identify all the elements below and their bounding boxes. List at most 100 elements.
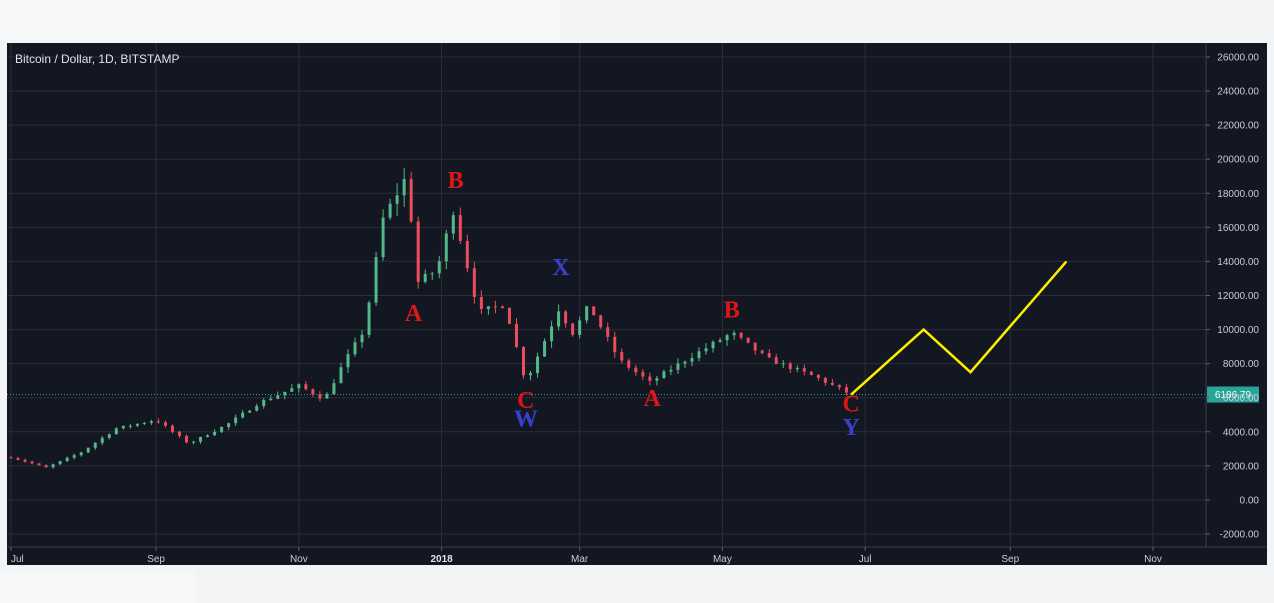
candle-body bbox=[844, 387, 848, 393]
x-tick-label: May bbox=[713, 554, 732, 565]
candle-body bbox=[529, 373, 533, 376]
candle-body bbox=[704, 348, 708, 352]
y-tick-label: 0.00 bbox=[1240, 495, 1260, 506]
candle-body bbox=[262, 399, 266, 407]
x-tick-label: Mar bbox=[571, 554, 589, 565]
candle-body bbox=[114, 428, 118, 435]
candle-body bbox=[142, 422, 146, 424]
candle-body bbox=[585, 306, 589, 321]
candle-body bbox=[465, 240, 469, 269]
candle-body bbox=[458, 215, 462, 241]
candle-body bbox=[121, 425, 125, 429]
candle-body bbox=[486, 306, 490, 310]
candle-body bbox=[163, 422, 167, 426]
candle-body bbox=[493, 306, 497, 308]
y-tick-label: 16000.00 bbox=[1217, 223, 1259, 234]
candle-body bbox=[86, 447, 90, 453]
candle-body bbox=[199, 437, 203, 442]
y-tick-label: 2000.00 bbox=[1223, 461, 1260, 472]
candle-body bbox=[297, 384, 301, 389]
candle-body bbox=[58, 461, 62, 465]
candle-body bbox=[402, 179, 406, 196]
y-tick-label: 14000.00 bbox=[1217, 257, 1259, 268]
candle-body bbox=[578, 320, 582, 335]
x-tick-label: 2018 bbox=[430, 554, 453, 565]
candle-body bbox=[283, 391, 287, 396]
candle-body bbox=[571, 323, 575, 335]
candle-body bbox=[823, 377, 827, 383]
candle-body bbox=[683, 361, 687, 364]
candle-body bbox=[479, 297, 483, 310]
wave-label-x: X bbox=[552, 255, 570, 281]
candle-body bbox=[788, 363, 792, 370]
wave-label-a: A bbox=[644, 386, 662, 412]
candle-body bbox=[564, 311, 568, 324]
cropped-header-area bbox=[0, 0, 560, 40]
candle-body bbox=[536, 356, 540, 374]
wave-label-w: W bbox=[514, 407, 538, 433]
candle-body bbox=[177, 431, 181, 436]
candle-body bbox=[437, 261, 441, 274]
candle-body bbox=[276, 395, 280, 399]
wave-label-y: Y bbox=[842, 415, 859, 441]
y-tick-label: 8000.00 bbox=[1223, 359, 1260, 370]
candle-body bbox=[613, 336, 617, 353]
candle-body bbox=[227, 423, 231, 427]
candle-body bbox=[662, 371, 666, 379]
candle-body bbox=[135, 423, 139, 426]
current-price-line: 6186.79 bbox=[7, 386, 1259, 403]
y-tick-label: 20000.00 bbox=[1217, 155, 1259, 166]
candle-body bbox=[781, 363, 785, 365]
candle-body bbox=[23, 459, 27, 462]
y-axis[interactable]: 26000.00 24000.00 22000.00 20000.00 18000.00… bbox=[7, 43, 1267, 548]
candle-body bbox=[100, 437, 104, 443]
candle-body bbox=[339, 367, 343, 384]
candle-body bbox=[234, 417, 238, 424]
candle-body bbox=[830, 382, 834, 385]
candle-body bbox=[367, 302, 371, 335]
candle-body bbox=[332, 383, 336, 395]
x-axis[interactable]: Jul Sep Nov 2018 Mar May Jul Sep Nov bbox=[10, 547, 1162, 565]
candle-body bbox=[325, 394, 329, 399]
y-tick-label: 4000.00 bbox=[1223, 427, 1260, 438]
candle-body bbox=[774, 357, 778, 364]
candle-body bbox=[269, 398, 273, 400]
x-tick-label: Jul bbox=[859, 554, 872, 565]
candle-body bbox=[627, 360, 631, 368]
candle-body bbox=[374, 257, 378, 303]
projection-path bbox=[850, 260, 1068, 396]
y-tick-label: 26000.00 bbox=[1217, 53, 1259, 64]
candle-body bbox=[648, 376, 652, 381]
candle-body bbox=[37, 463, 41, 466]
y-tick-label: 6000.00 bbox=[1223, 393, 1260, 404]
candle-body bbox=[634, 367, 638, 373]
candle-body bbox=[837, 384, 841, 388]
candle-body bbox=[472, 268, 476, 298]
candle-body bbox=[192, 441, 196, 443]
candle-body bbox=[185, 435, 189, 443]
candle-body bbox=[641, 372, 645, 377]
x-tick-label: Sep bbox=[1001, 554, 1019, 565]
candle-body bbox=[592, 306, 596, 316]
price-tag-label: 6186.79 bbox=[1215, 390, 1252, 401]
wave-label-c: C bbox=[517, 388, 534, 414]
candle-body bbox=[311, 389, 315, 395]
projection-line bbox=[850, 260, 1068, 396]
y-tick-label: 18000.00 bbox=[1217, 189, 1259, 200]
candle-body bbox=[206, 435, 210, 438]
candle-body bbox=[802, 368, 806, 372]
candle-body bbox=[44, 465, 48, 468]
candles bbox=[9, 167, 848, 469]
wave-label-c: C bbox=[842, 391, 859, 417]
candle-body bbox=[655, 378, 659, 381]
candle-body bbox=[725, 335, 729, 341]
candle-body bbox=[816, 375, 820, 378]
candle-body bbox=[599, 315, 603, 328]
wave-label-a: A bbox=[405, 301, 423, 327]
candle-body bbox=[514, 323, 518, 347]
candle-body bbox=[416, 221, 420, 282]
grid bbox=[7, 43, 1206, 547]
